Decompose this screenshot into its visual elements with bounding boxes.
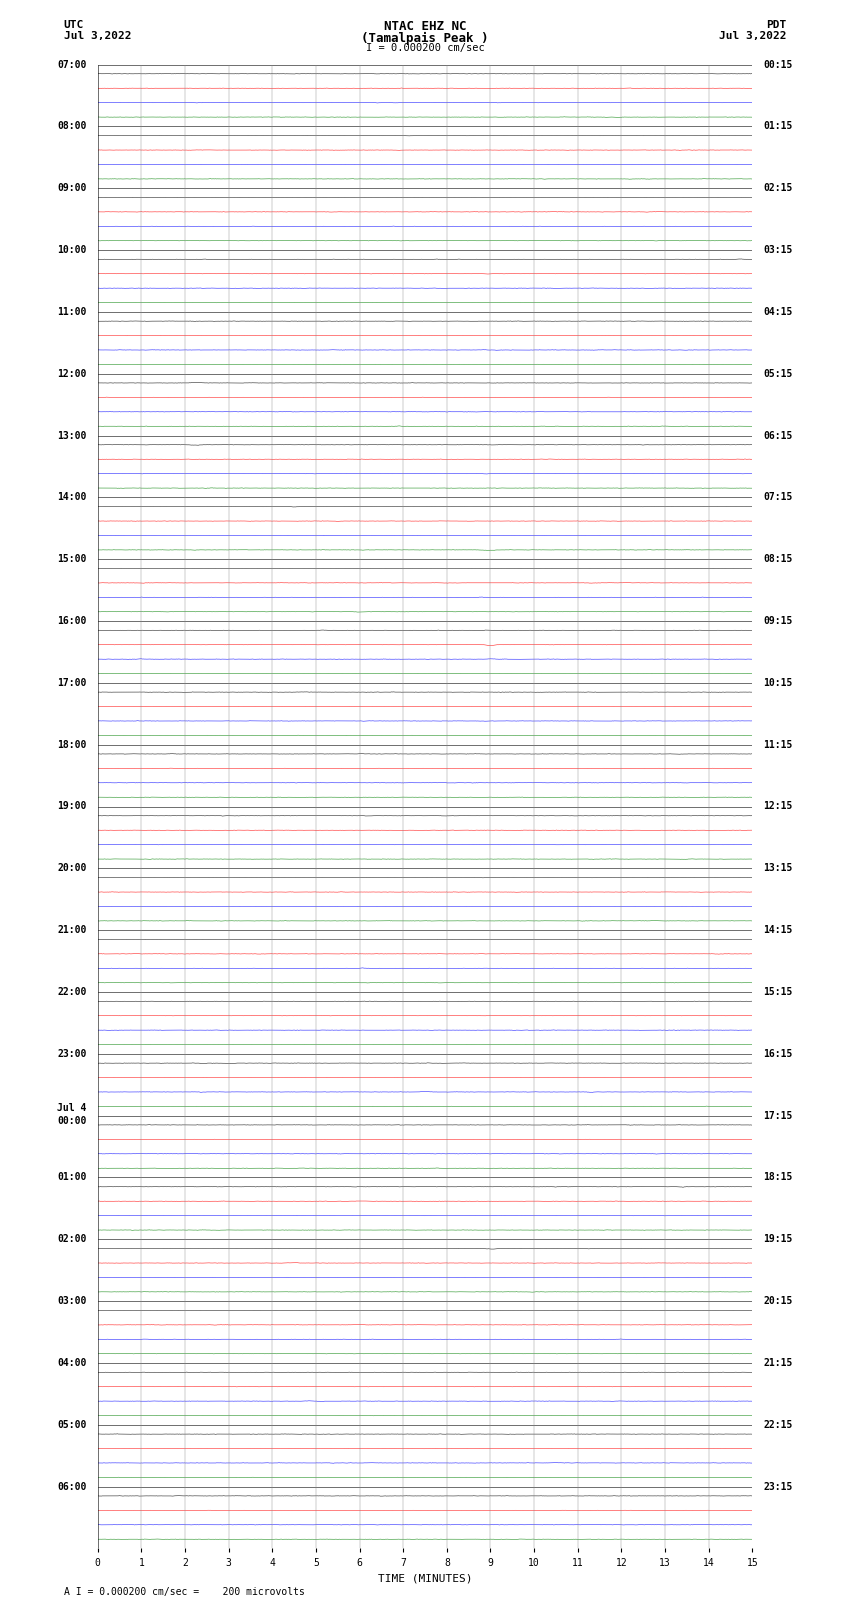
Text: 09:00: 09:00 (58, 184, 87, 194)
Text: 14:00: 14:00 (58, 492, 87, 502)
Text: 10:00: 10:00 (58, 245, 87, 255)
Text: 13:15: 13:15 (763, 863, 792, 873)
Text: (Tamalpais Peak ): (Tamalpais Peak ) (361, 31, 489, 45)
Text: 12:00: 12:00 (58, 369, 87, 379)
Text: 08:15: 08:15 (763, 555, 792, 565)
Text: NTAC EHZ NC: NTAC EHZ NC (383, 19, 467, 34)
Text: 05:15: 05:15 (763, 369, 792, 379)
Text: 09:15: 09:15 (763, 616, 792, 626)
Text: 11:00: 11:00 (58, 306, 87, 316)
Text: 01:00: 01:00 (58, 1173, 87, 1182)
Text: 22:15: 22:15 (763, 1419, 792, 1429)
Text: 04:15: 04:15 (763, 306, 792, 316)
Text: 14:15: 14:15 (763, 926, 792, 936)
Text: 16:15: 16:15 (763, 1048, 792, 1058)
Text: 15:15: 15:15 (763, 987, 792, 997)
Text: 03:00: 03:00 (58, 1297, 87, 1307)
Text: 21:15: 21:15 (763, 1358, 792, 1368)
Text: 01:15: 01:15 (763, 121, 792, 131)
X-axis label: TIME (MINUTES): TIME (MINUTES) (377, 1573, 473, 1582)
Text: 17:00: 17:00 (58, 677, 87, 687)
Text: 08:00: 08:00 (58, 121, 87, 131)
Text: 00:15: 00:15 (763, 60, 792, 69)
Text: 03:15: 03:15 (763, 245, 792, 255)
Text: 19:00: 19:00 (58, 802, 87, 811)
Text: Jul 3,2022: Jul 3,2022 (719, 31, 786, 42)
Text: 22:00: 22:00 (58, 987, 87, 997)
Text: UTC: UTC (64, 19, 84, 31)
Text: 12:15: 12:15 (763, 802, 792, 811)
Text: 02:15: 02:15 (763, 184, 792, 194)
Text: I = 0.000200 cm/sec: I = 0.000200 cm/sec (366, 44, 484, 53)
Text: 06:15: 06:15 (763, 431, 792, 440)
Text: 04:00: 04:00 (58, 1358, 87, 1368)
Text: 06:00: 06:00 (58, 1482, 87, 1492)
Text: A I = 0.000200 cm/sec =    200 microvolts: A I = 0.000200 cm/sec = 200 microvolts (64, 1587, 304, 1597)
Text: 20:15: 20:15 (763, 1297, 792, 1307)
Text: 20:00: 20:00 (58, 863, 87, 873)
Text: 11:15: 11:15 (763, 740, 792, 750)
Text: 07:00: 07:00 (58, 60, 87, 69)
Text: 17:15: 17:15 (763, 1111, 792, 1121)
Text: 07:15: 07:15 (763, 492, 792, 502)
Text: 18:15: 18:15 (763, 1173, 792, 1182)
Text: Jul 4: Jul 4 (58, 1103, 87, 1113)
Text: 19:15: 19:15 (763, 1234, 792, 1244)
Text: PDT: PDT (766, 19, 786, 31)
Text: 21:00: 21:00 (58, 926, 87, 936)
Text: 15:00: 15:00 (58, 555, 87, 565)
Text: 16:00: 16:00 (58, 616, 87, 626)
Text: 10:15: 10:15 (763, 677, 792, 687)
Text: Jul 3,2022: Jul 3,2022 (64, 31, 131, 42)
Text: 23:00: 23:00 (58, 1048, 87, 1058)
Text: 18:00: 18:00 (58, 740, 87, 750)
Text: 02:00: 02:00 (58, 1234, 87, 1244)
Text: 00:00: 00:00 (58, 1116, 87, 1126)
Text: 23:15: 23:15 (763, 1482, 792, 1492)
Text: 13:00: 13:00 (58, 431, 87, 440)
Text: 05:00: 05:00 (58, 1419, 87, 1429)
